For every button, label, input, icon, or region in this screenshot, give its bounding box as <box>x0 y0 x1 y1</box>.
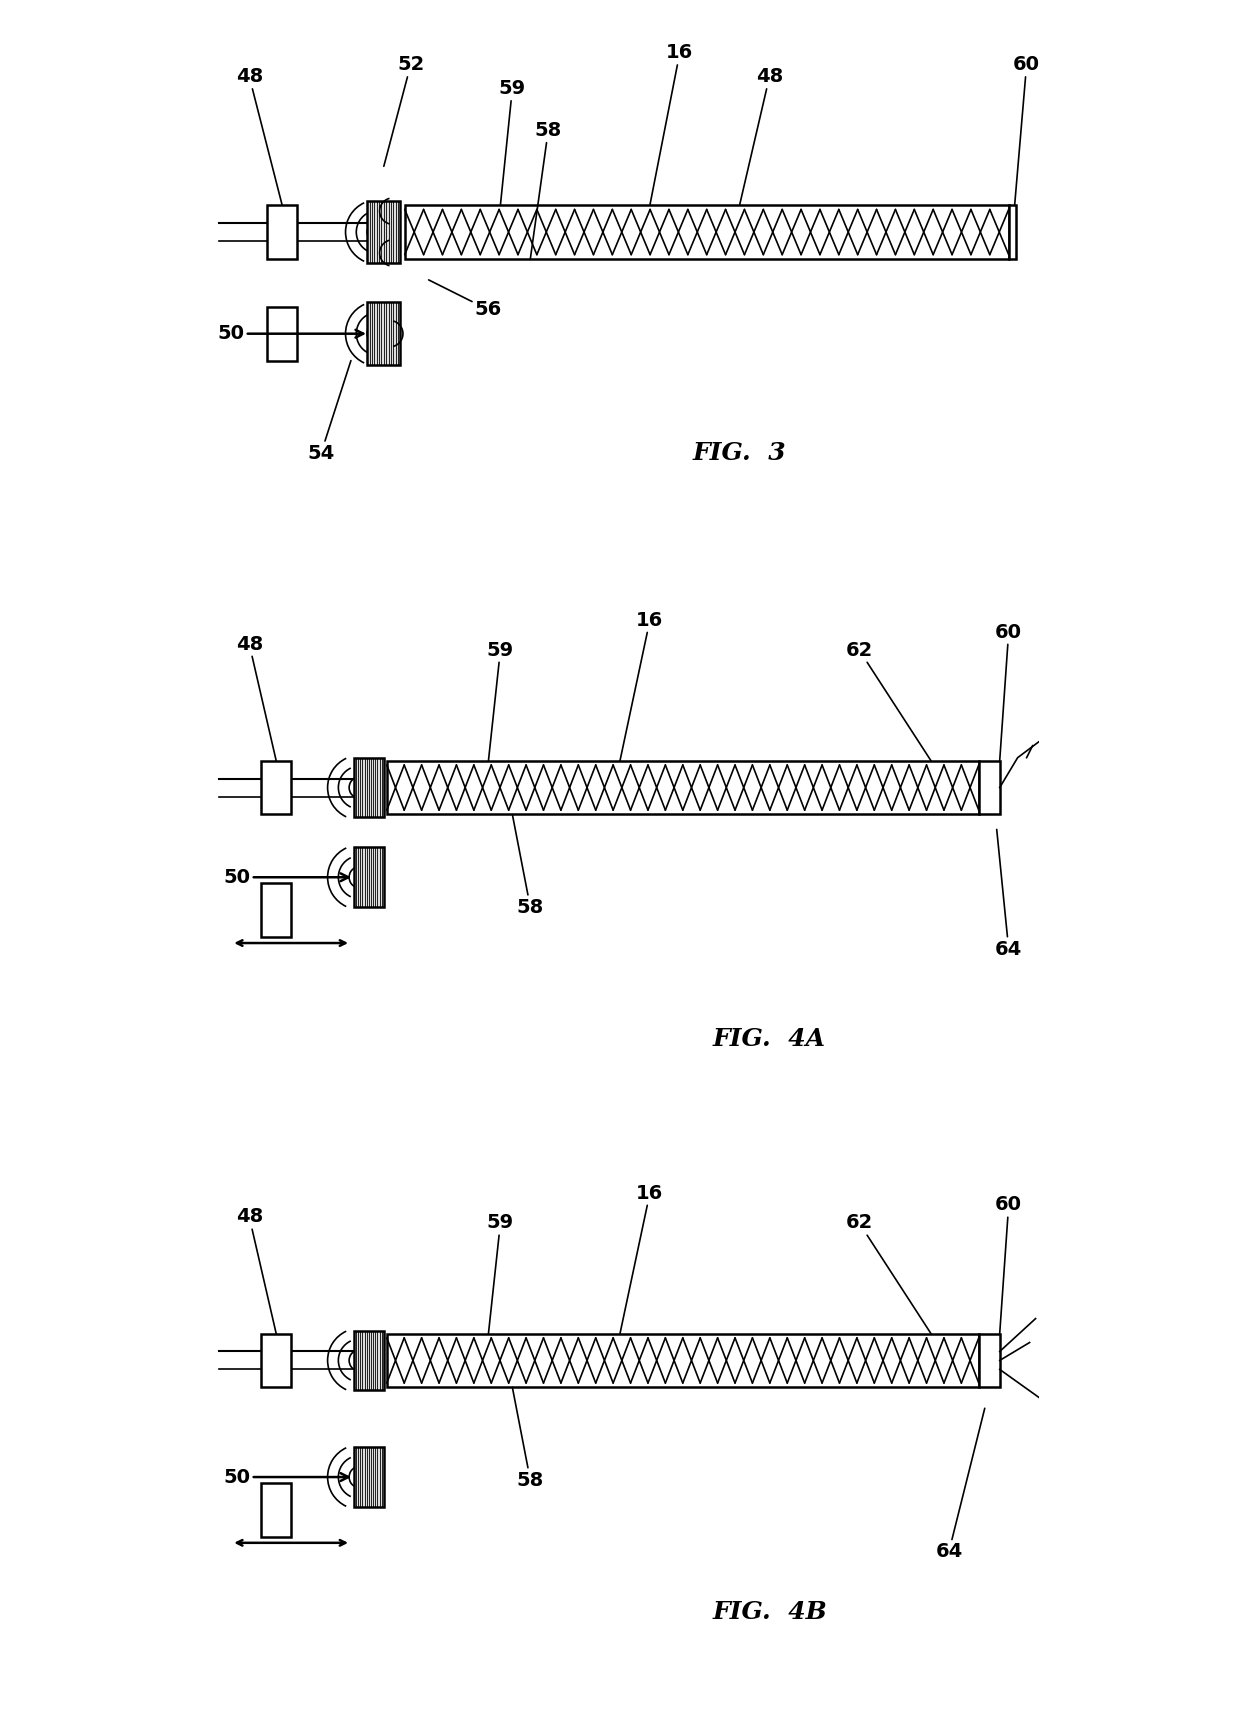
Text: FIG.  4B: FIG. 4B <box>712 1599 827 1623</box>
Text: 48: 48 <box>236 68 283 205</box>
Text: 62: 62 <box>846 1213 931 1333</box>
Bar <box>367 201 401 264</box>
Text: 60: 60 <box>996 623 1022 760</box>
Text: 50: 50 <box>218 325 363 344</box>
Text: 59: 59 <box>487 1213 513 1333</box>
Bar <box>353 1330 384 1391</box>
Text: 16: 16 <box>620 611 663 760</box>
Text: 54: 54 <box>308 361 351 464</box>
Bar <box>353 847 384 908</box>
Bar <box>978 760 999 814</box>
Bar <box>262 884 291 937</box>
Text: 60: 60 <box>996 1196 1022 1333</box>
Text: 48: 48 <box>236 635 277 760</box>
Bar <box>367 302 401 365</box>
Text: 48: 48 <box>236 1208 277 1333</box>
Bar <box>262 1333 291 1387</box>
Text: 48: 48 <box>739 68 784 205</box>
Text: FIG.  4A: FIG. 4A <box>713 1026 826 1050</box>
Text: FIG.  3: FIG. 3 <box>693 441 786 465</box>
Bar <box>353 1448 384 1507</box>
Bar <box>387 1333 978 1387</box>
Text: 16: 16 <box>620 1184 663 1333</box>
Text: 50: 50 <box>223 1467 348 1486</box>
Bar <box>387 760 978 814</box>
Bar <box>267 307 298 361</box>
Text: 62: 62 <box>846 641 931 760</box>
Text: 50: 50 <box>223 868 348 887</box>
Text: 16: 16 <box>650 43 693 205</box>
Text: 60: 60 <box>1013 56 1040 205</box>
Text: 59: 59 <box>498 80 526 205</box>
Bar <box>978 1333 999 1387</box>
Bar <box>267 205 298 259</box>
Text: 58: 58 <box>531 122 562 259</box>
Bar <box>353 757 384 818</box>
Text: 58: 58 <box>512 814 544 917</box>
Text: 64: 64 <box>935 1408 985 1561</box>
Text: 58: 58 <box>512 1387 544 1489</box>
Text: 56: 56 <box>429 279 502 319</box>
Text: 52: 52 <box>384 56 424 167</box>
Bar <box>262 1483 291 1536</box>
Text: 64: 64 <box>994 830 1022 958</box>
Bar <box>262 760 291 814</box>
Bar <box>404 205 1008 259</box>
Bar <box>1008 205 1016 259</box>
Text: 59: 59 <box>487 641 513 760</box>
